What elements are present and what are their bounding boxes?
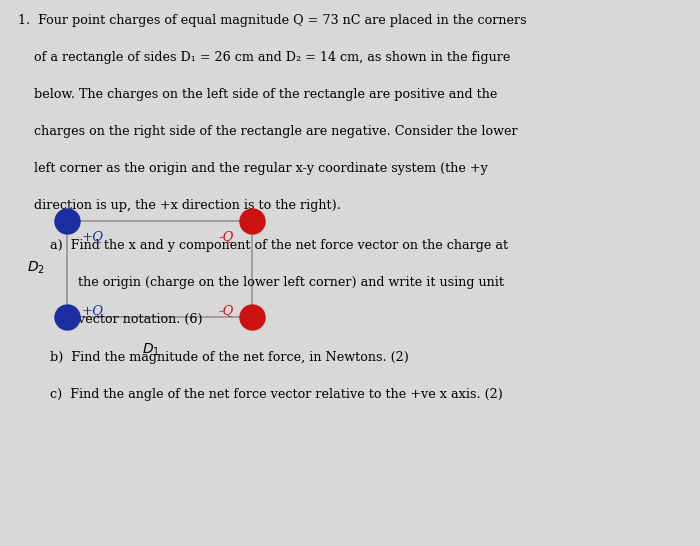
Text: +Q: +Q (82, 230, 104, 243)
Text: left corner as the origin and the regular x-y coordinate system (the +y: left corner as the origin and the regula… (18, 162, 487, 175)
Text: -Q: -Q (218, 230, 234, 243)
Text: vector notation. (6): vector notation. (6) (18, 313, 202, 327)
Text: +Q: +Q (82, 304, 104, 317)
Text: below. The charges on the left side of the rectangle are positive and the: below. The charges on the left side of t… (18, 88, 497, 101)
Text: c)  Find the angle of the net force vector relative to the +ve x axis. (2): c) Find the angle of the net force vecto… (18, 388, 503, 401)
Text: charges on the right side of the rectangle are negative. Consider the lower: charges on the right side of the rectang… (18, 125, 517, 138)
Text: the origin (charge on the lower left corner) and write it using unit: the origin (charge on the lower left cor… (18, 276, 503, 289)
Text: direction is up, the +x direction is to the right).: direction is up, the +x direction is to … (18, 199, 340, 212)
Text: a)  Find the x and y component of the net force vector on the charge at: a) Find the x and y component of the net… (18, 239, 507, 252)
Text: of a rectangle of sides D₁ = 26 cm and D₂ = 14 cm, as shown in the figure: of a rectangle of sides D₁ = 26 cm and D… (18, 51, 510, 64)
Text: b)  Find the magnitude of the net force, in Newtons. (2): b) Find the magnitude of the net force, … (18, 351, 408, 364)
Text: $D_1$: $D_1$ (141, 341, 160, 358)
Text: -Q: -Q (218, 304, 234, 317)
Text: $D_2$: $D_2$ (27, 259, 45, 276)
Text: 1.  Four point charges of equal magnitude Q = 73 nC are placed in the corners: 1. Four point charges of equal magnitude… (18, 14, 526, 27)
